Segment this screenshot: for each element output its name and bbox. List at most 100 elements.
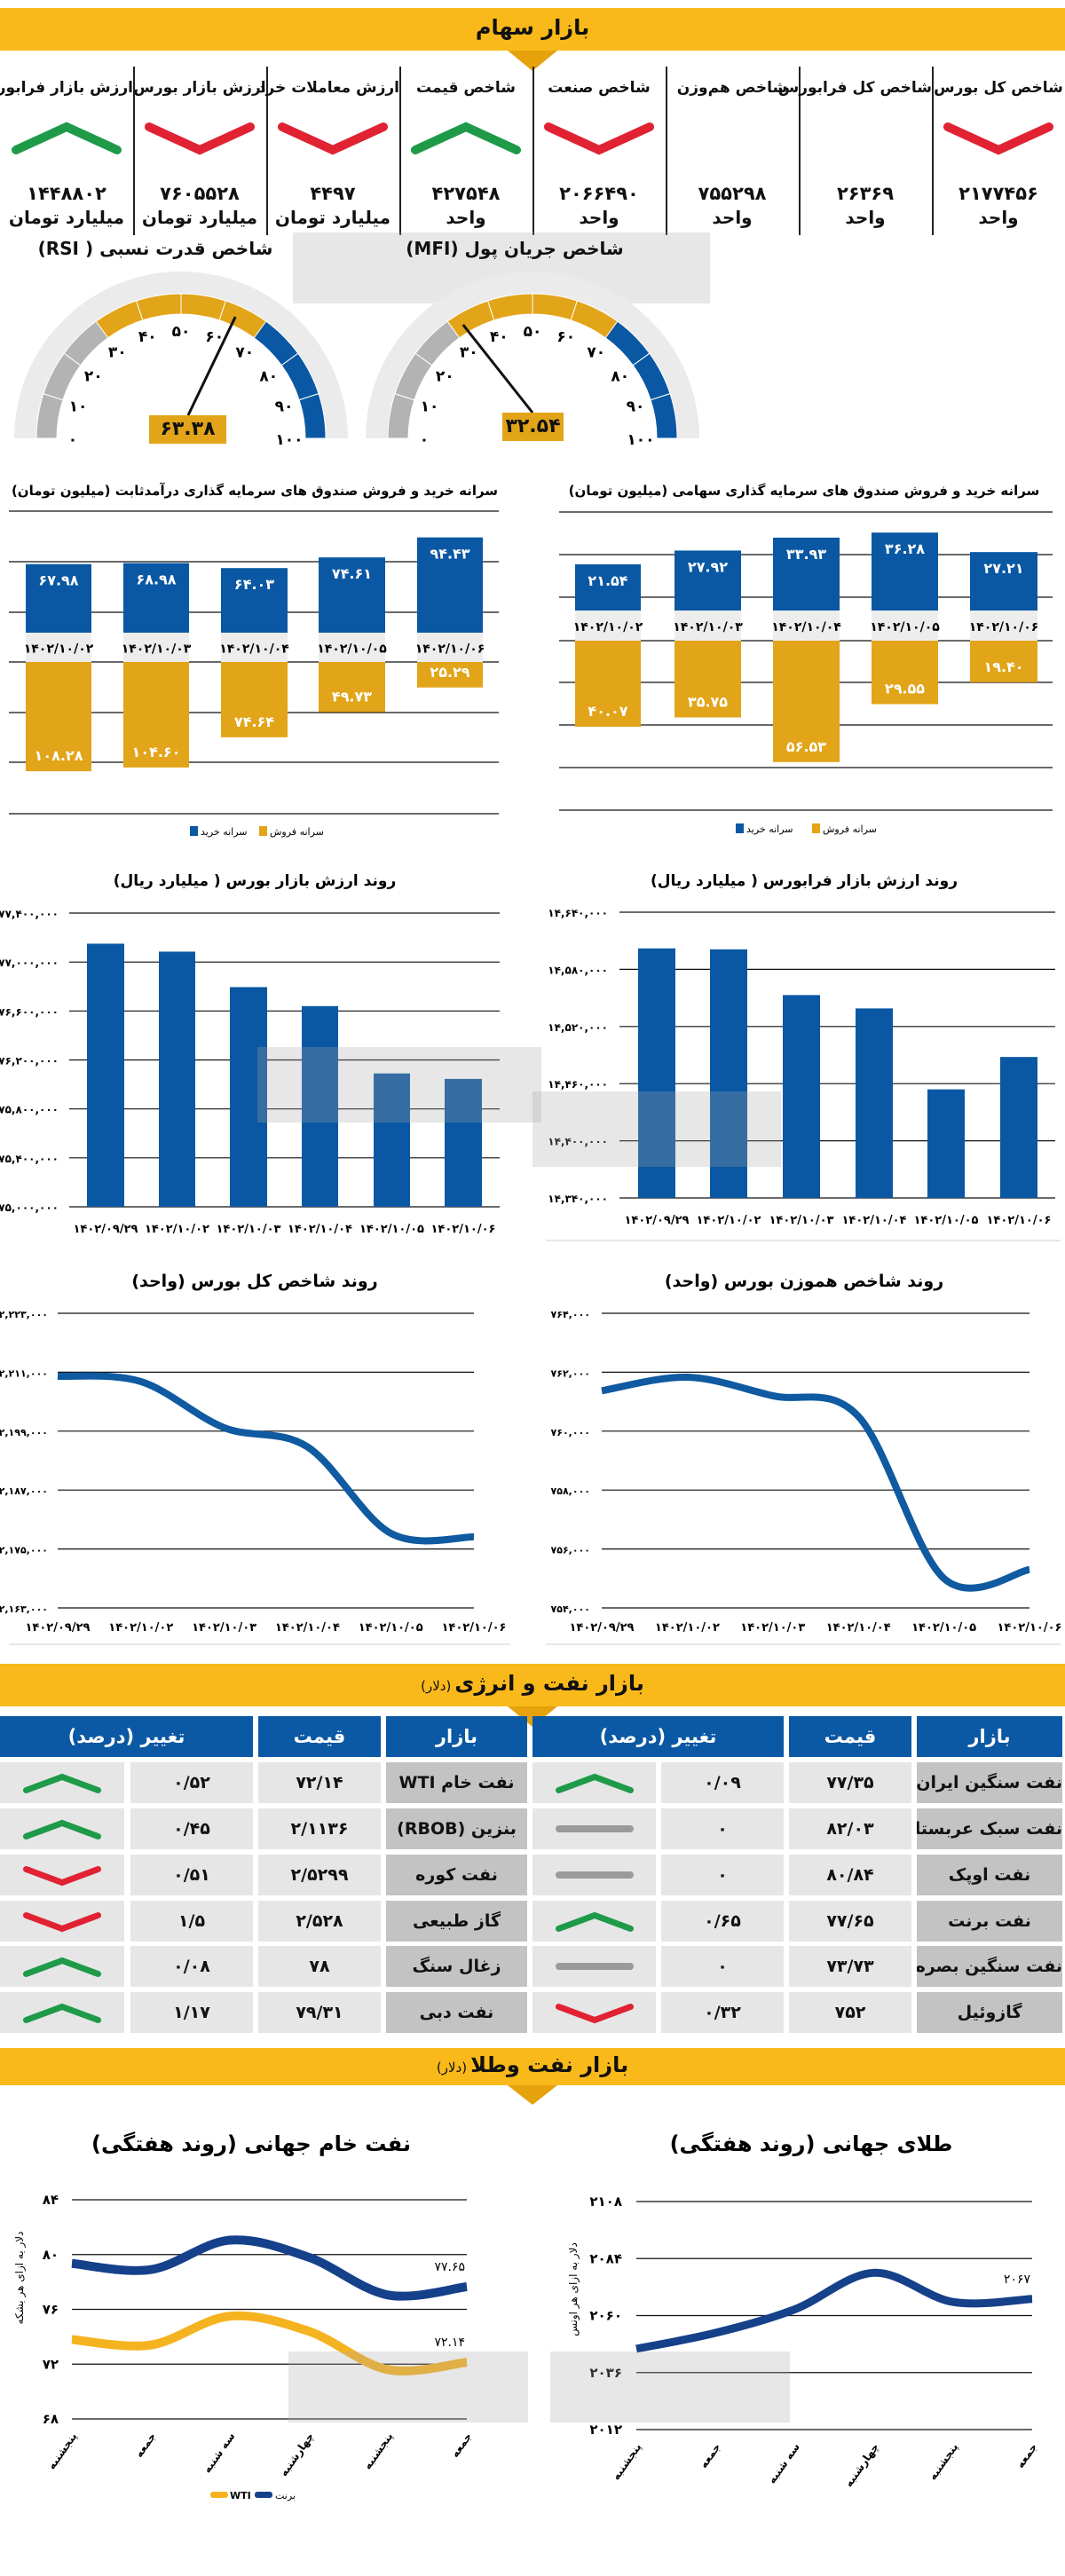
watermark	[257, 1047, 541, 1123]
card-value: ۴۲۷۵۴۸	[431, 183, 501, 204]
y-tick-label: ۷۵۶,۰۰۰	[551, 1545, 590, 1556]
sell-value-label: ۱۰۸.۲۸	[35, 747, 83, 764]
card-unit: واحد	[446, 207, 486, 228]
date-band	[674, 611, 741, 641]
card-label: شاخص قیمت	[416, 79, 516, 97]
market-name-cell: نفت برنت	[917, 1901, 1062, 1942]
bar	[783, 995, 820, 1198]
bar	[374, 1073, 410, 1207]
oil-gold-header-bar	[0, 2048, 1065, 2085]
y-tick-label: ۲۰۳۶	[589, 2365, 622, 2381]
card-unit: میلیارد تومان	[274, 207, 391, 228]
change-cell: ۱/۵	[130, 1901, 253, 1942]
y-tick-label: ۱۴,۴۰۰,۰۰۰	[548, 1136, 608, 1148]
bar	[302, 1005, 338, 1207]
table-header-change: تغییر (درصد)	[0, 1716, 253, 1757]
y-tick-label: ۲,۱۹۹,۰۰۰	[0, 1427, 48, 1438]
y-tick-label: ۲۱۰۸	[589, 2194, 622, 2210]
legend-label-sell: سرانه فروش	[270, 826, 324, 838]
x-tick-label: ۱۴۰۲/۰۹/۲۹	[625, 1214, 690, 1227]
trend-down-icon	[278, 122, 388, 155]
date-band	[773, 611, 840, 641]
card-value: ۷۵۵۲۹۸	[698, 183, 767, 204]
price-cell: ۷۵۲	[789, 1992, 911, 2033]
oil-gold-title-unit: (دلار)	[436, 2060, 468, 2076]
trend-cell	[532, 1855, 656, 1895]
market-name-cell: زغال سنگ	[386, 1946, 527, 1987]
y-tick-label: ۷۶,۲۰۰,۰۰۰	[0, 1055, 59, 1067]
change-cell: ۰	[661, 1946, 784, 1987]
market-name-cell: نفت کوره	[386, 1855, 527, 1895]
y-tick-label: ۷۶۰,۰۰۰	[551, 1427, 590, 1438]
x-tick-label: پنجشنبه	[610, 2441, 644, 2483]
trend-cell	[0, 1992, 124, 2033]
price-cell: ۷۷/۳۵	[789, 1762, 911, 1803]
x-tick-label: ۱۴۰۲/۱۰/۰۶	[998, 1621, 1062, 1635]
x-tick-label: ۱۴۰۲/۱۰/۰۶	[431, 1223, 496, 1236]
sell-value-label: ۳۵.۷۵	[688, 694, 728, 711]
end-value-label: ۲۰۶۷	[1004, 2273, 1031, 2287]
trend-cell	[0, 1808, 124, 1849]
trend-cell	[0, 1762, 124, 1803]
x-tick-label: ۱۴۰۲/۱۰/۰۲	[655, 1621, 720, 1635]
sell-value-label: ۲۹.۵۵	[885, 681, 925, 697]
market-name-cell: نفت سنگین ایران	[917, 1762, 1062, 1803]
bar	[159, 951, 195, 1207]
price-cell: ۸۰/۸۴	[789, 1855, 911, 1895]
mfi-gauge-title: شاخص جریان پول (MFI)	[406, 238, 624, 259]
end-value-label: ۷۷.۶۵	[434, 2260, 465, 2274]
card-label: ارزش بازار فرابورس	[0, 79, 133, 97]
date-band	[970, 611, 1037, 641]
sell-value-label: ۴۹.۷۳	[332, 689, 372, 705]
sell-value-label: ۲۵.۲۹	[430, 664, 469, 681]
chart-title: نفت خام جهانی (روند هفتگی)	[91, 2131, 411, 2156]
change-cell: ۰/۶۵	[661, 1901, 784, 1942]
y-tick-label: ۲,۱۸۷,۰۰۰	[0, 1485, 48, 1497]
price-cell: ۷۹/۳۱	[258, 1992, 381, 2033]
stock-card: شاخص صنعت ۲۰۶۶۴۹۰ واحد	[532, 67, 666, 235]
sell-bar	[575, 641, 641, 727]
series-line	[635, 2268, 1033, 2353]
legend-swatch-buy	[736, 823, 744, 833]
market-name-cell: نفت دبی	[386, 1992, 527, 2033]
buy-bar	[872, 532, 938, 611]
change-cell: ۰	[661, 1808, 784, 1849]
table-header-change: تغییر (درصد)	[532, 1716, 784, 1757]
x-tick-label: سه شنبه	[765, 2441, 801, 2486]
gauge-track	[14, 272, 348, 438]
legend-swatch-sell	[812, 823, 820, 833]
buy-value-label: ۹۴.۴۳	[430, 546, 469, 563]
stock-card: شاخص کل بورس ۲۱۷۷۴۵۶ واحد	[932, 67, 1065, 235]
watermark	[550, 2351, 790, 2422]
buy-value-label: ۶۸.۹۸	[136, 571, 176, 588]
card-divider	[666, 67, 667, 235]
gauge-tick-label: ۳۰	[460, 343, 478, 361]
market-name-cell: گازوئیل	[917, 1992, 1062, 2033]
gauge-tick-label: ۹۰	[627, 398, 645, 415]
card-divider	[266, 67, 268, 235]
buy-value-label: ۳۶.۲۸	[885, 540, 925, 557]
buy-value-label: ۳۳.۹۳	[786, 546, 826, 563]
stock-market-title: بازار سهام	[476, 15, 589, 40]
y-tick-label: ۷۶	[43, 2302, 59, 2318]
gauge-tick-label: ۸۰	[611, 367, 629, 385]
series-line	[57, 1372, 475, 1545]
gauge-tick-label: ۹۰	[275, 398, 294, 415]
gauge-tick-label: ۱۰۰	[275, 431, 303, 449]
x-tick-label: ۱۴۰۲/۱۰/۰۶	[987, 1214, 1052, 1227]
gauge-tick-label: ۷۰	[587, 343, 605, 361]
header-fold-decoration	[508, 51, 557, 71]
change-cell: ۰/۵۱	[130, 1855, 253, 1895]
date-label: ۱۴۰۲/۱۰/۰۶	[969, 620, 1039, 634]
x-tick-label: جمعه	[1014, 2441, 1039, 2470]
y-tick-label: ۲,۲۱۱,۰۰۰	[0, 1367, 48, 1379]
bar	[856, 1008, 893, 1198]
legend-swatch-buy	[190, 826, 198, 836]
y-tick-label: ۷۵۸,۰۰۰	[551, 1485, 590, 1497]
legend-label-brent: برنت	[275, 2490, 296, 2501]
stock-card: شاخص کل فرابورس ۲۶۳۶۹ واحد	[778, 67, 932, 235]
table-header-price: قیمت	[258, 1716, 381, 1757]
card-divider	[799, 67, 801, 235]
energy-title: بازار نفت و انرژی(دلار)	[421, 1671, 644, 1696]
card-divider	[532, 67, 534, 235]
